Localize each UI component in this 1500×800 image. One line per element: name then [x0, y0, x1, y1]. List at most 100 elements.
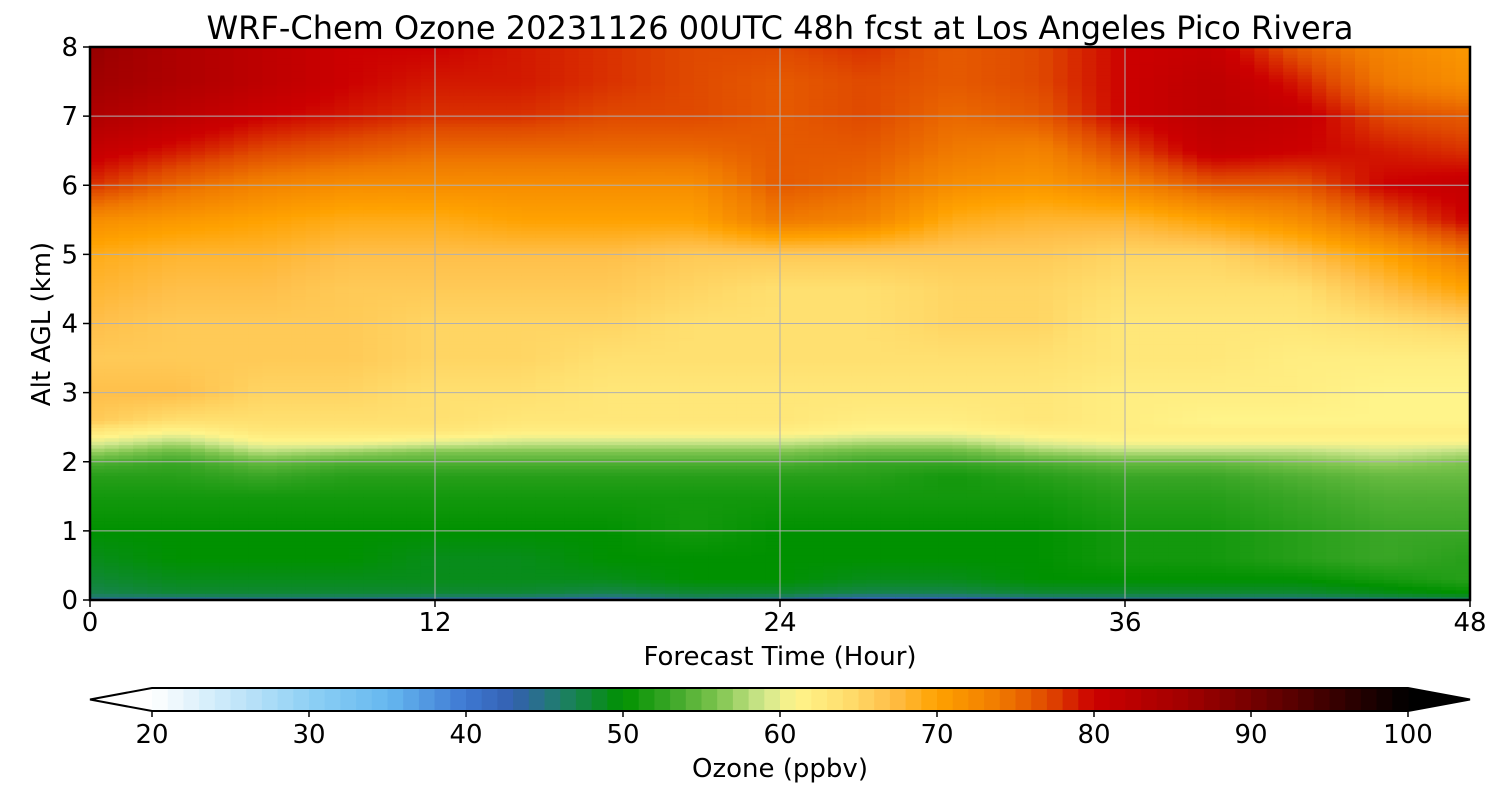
- ozone-cell: [1383, 451, 1399, 456]
- ozone-cell: [808, 551, 824, 556]
- ozone-cell: [291, 485, 307, 491]
- ozone-cell: [1426, 496, 1442, 501]
- ozone-cell: [190, 589, 206, 594]
- ozone-cell: [808, 492, 824, 498]
- ozone-cell: [1426, 441, 1442, 446]
- ozone-cell: [665, 561, 681, 567]
- ozone-cell: [1182, 503, 1198, 508]
- ozone-cell: [248, 541, 264, 546]
- ozone-cell: [593, 596, 609, 601]
- ozone-cell: [320, 534, 336, 539]
- ozone-cell: [190, 506, 206, 511]
- ozone-cell: [1110, 472, 1126, 477]
- ozone-cell: [564, 520, 580, 525]
- ozone-cell: [909, 475, 925, 480]
- ozone-cell: [521, 544, 537, 549]
- ozone-cell: [248, 558, 264, 563]
- ozone-cell: [1125, 447, 1141, 453]
- ozone-cell: [363, 513, 379, 518]
- ozone-cell: [1283, 520, 1299, 525]
- ozone-cell: [291, 582, 307, 587]
- ozone-cell: [377, 437, 393, 442]
- ozone-cell: [248, 427, 264, 432]
- ozone-cell: [693, 523, 709, 529]
- ozone-cell: [1010, 430, 1026, 435]
- ozone-cell: [161, 544, 177, 549]
- ozone-cell: [535, 523, 551, 529]
- ozone-cell: [1268, 530, 1284, 536]
- ozone-cell: [1311, 451, 1327, 456]
- ozone-cell: [1225, 485, 1241, 491]
- ozone-cell: [478, 565, 494, 570]
- ozone-cell: [118, 558, 134, 563]
- ozone-cell: [1139, 589, 1155, 594]
- ozone-cell: [1125, 485, 1141, 491]
- ozone-cell: [823, 423, 839, 428]
- ozone-cell: [895, 479, 911, 484]
- ozone-cell: [736, 437, 752, 442]
- ozone-cell: [607, 499, 623, 504]
- ozone-cell: [765, 451, 781, 456]
- ozone-cell: [1168, 451, 1184, 456]
- ozone-cell: [406, 472, 422, 477]
- ozone-cell: [1254, 537, 1270, 542]
- ozone-cell: [478, 568, 494, 574]
- ozone-cell: [650, 586, 666, 591]
- ozone-cell: [219, 465, 235, 470]
- ozone-cell: [1053, 582, 1069, 587]
- ozone-cell: [161, 568, 177, 574]
- ozone-cell: [751, 565, 767, 570]
- ozone-cell: [377, 510, 393, 515]
- ozone-cell: [679, 489, 695, 494]
- ozone-cell: [406, 537, 422, 542]
- ozone-cell: [1412, 593, 1428, 598]
- ozone-cell: [1010, 506, 1026, 511]
- ozone-cell: [550, 427, 566, 432]
- ozone-cell: [118, 534, 134, 539]
- ozone-cell: [176, 517, 192, 522]
- ozone-cell: [377, 454, 393, 459]
- ozone-cell: [176, 544, 192, 549]
- ozone-cell: [650, 444, 666, 449]
- ozone-cell: [305, 548, 321, 553]
- ozone-cell: [478, 555, 494, 560]
- ozone-cell: [1168, 479, 1184, 484]
- ozone-cell: [1211, 461, 1227, 466]
- ozone-cell: [1297, 506, 1313, 511]
- ozone-cell: [1211, 558, 1227, 563]
- ozone-cell: [765, 434, 781, 439]
- ozone-cell: [377, 593, 393, 598]
- ozone-cell: [1254, 430, 1270, 435]
- ozone-cell: [1139, 444, 1155, 449]
- ozone-cell: [1038, 517, 1054, 522]
- ozone-cell: [550, 472, 566, 477]
- ozone-cell: [176, 586, 192, 591]
- ozone-cell: [363, 503, 379, 508]
- ozone-cell: [607, 461, 623, 466]
- ozone-cell: [1383, 544, 1399, 549]
- ozone-cell: [909, 423, 925, 428]
- ozone-cell: [693, 489, 709, 494]
- ozone-cell: [751, 458, 767, 463]
- ozone-cell: [1297, 593, 1313, 598]
- ozone-cell: [808, 485, 824, 491]
- ozone-cell: [1426, 555, 1442, 560]
- ozone-cell: [233, 475, 249, 480]
- ozone-cell: [420, 555, 436, 560]
- ozone-cell: [564, 496, 580, 501]
- ozone-cell: [276, 548, 292, 553]
- ozone-cell: [981, 420, 997, 425]
- ozone-cell: [276, 510, 292, 515]
- ozone-cell: [1182, 506, 1198, 511]
- ozone-cell: [679, 568, 695, 574]
- ozone-cell: [248, 492, 264, 498]
- ozone-cell: [1340, 558, 1356, 563]
- ozone-cell: [981, 492, 997, 498]
- ozone-cell: [1010, 565, 1026, 570]
- ozone-cell: [1010, 489, 1026, 494]
- ozone-cell: [765, 447, 781, 453]
- ozone-cell: [923, 513, 939, 518]
- ozone-cell: [923, 555, 939, 560]
- ozone-cell: [391, 575, 407, 580]
- ozone-cell: [981, 579, 997, 584]
